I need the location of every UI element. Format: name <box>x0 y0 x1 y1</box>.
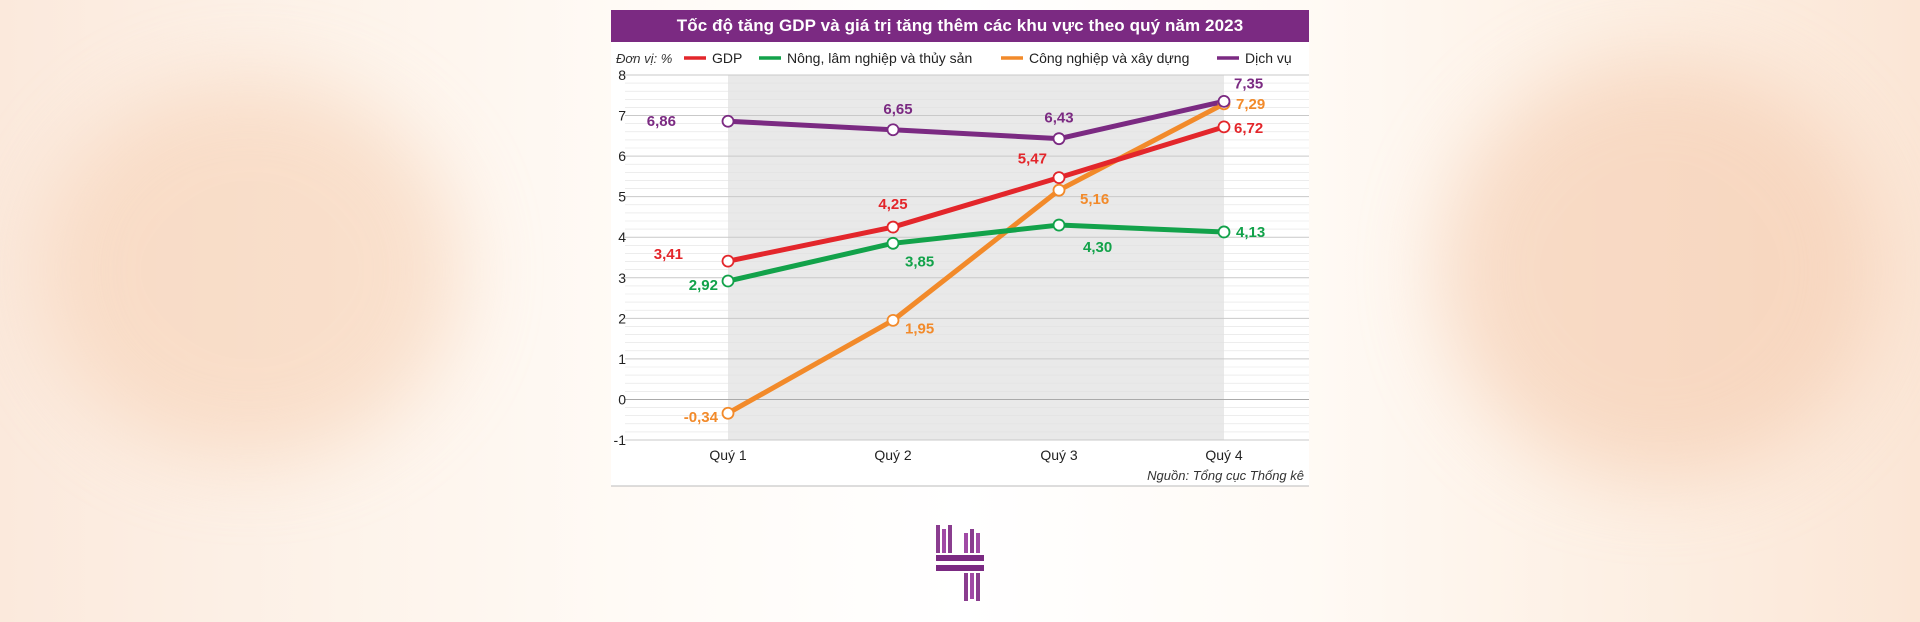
y-axis: -1 0 1 2 3 4 5 6 7 8 <box>614 67 627 448</box>
y-tick-label: -1 <box>614 432 627 448</box>
data-point <box>886 236 900 250</box>
data-label: 2,92 <box>689 277 718 294</box>
y-tick-label: 6 <box>618 148 626 164</box>
data-point <box>1052 183 1066 197</box>
legend-label: Công nghiệp và xây dựng <box>1029 50 1189 66</box>
data-label: 5,47 <box>1018 151 1047 168</box>
legend: GDP Nông, lâm nghiệp và thủy sản Công nghi… <box>684 50 1292 66</box>
data-label: -0,34 <box>684 409 719 426</box>
series-line <box>725 98 1227 142</box>
y-tick-label: 4 <box>618 229 626 245</box>
data-label: 7,35 <box>1234 75 1263 92</box>
data-label: 5,16 <box>1080 191 1109 208</box>
data-point <box>1217 120 1231 134</box>
data-label: 6,72 <box>1234 120 1263 137</box>
data-point <box>886 313 900 327</box>
y-tick-label: 3 <box>618 270 626 286</box>
legend-label: GDP <box>712 50 742 66</box>
data-label: 3,85 <box>905 253 934 270</box>
data-point <box>1217 225 1231 239</box>
x-tick-label: Quý 2 <box>874 447 912 463</box>
data-label: 3,41 <box>654 246 683 263</box>
data-label: 6,65 <box>883 101 912 118</box>
data-point <box>721 114 735 128</box>
data-point <box>721 274 735 288</box>
y-tick-label: 8 <box>618 67 626 83</box>
publisher-logo <box>936 525 984 601</box>
x-tick-label: Quý 1 <box>709 447 747 463</box>
data-label: 6,43 <box>1044 110 1073 127</box>
data-point <box>721 406 735 420</box>
series-layer: 3,41 4,25 5,47 6,72 2,92 3,85 4,30 4,13 -0,34 1,9… <box>647 75 1265 426</box>
series-line <box>725 222 1227 284</box>
unit-label: Đơn vị: % <box>616 51 672 66</box>
source-label: Nguồn: Tổng cục Thống kê <box>1147 468 1304 483</box>
data-point <box>1052 132 1066 146</box>
data-label: 4,13 <box>1236 224 1265 241</box>
grid-layer <box>625 74 1309 441</box>
series-line <box>725 124 1227 264</box>
legend-label: Nông, lâm nghiệp và thủy sản <box>787 50 972 66</box>
y-tick-label: 5 <box>618 189 626 205</box>
y-tick-label: 0 <box>618 391 626 407</box>
data-point <box>1217 94 1231 108</box>
series-line <box>725 101 1227 416</box>
y-tick-label: 7 <box>618 108 626 124</box>
data-label: 6,86 <box>647 113 676 130</box>
data-point <box>886 123 900 137</box>
data-label: 4,30 <box>1083 239 1112 256</box>
data-point <box>886 220 900 234</box>
data-point <box>1052 171 1066 185</box>
x-tick-label: Quý 4 <box>1205 447 1243 463</box>
data-point <box>1052 218 1066 232</box>
chart-title: Tốc độ tăng GDP và giá trị tăng thêm các… <box>611 10 1309 42</box>
data-label: 1,95 <box>905 320 934 337</box>
background-glow-left <box>40 80 460 460</box>
background-glow-right <box>1440 60 1880 480</box>
y-tick-label: 2 <box>618 310 626 326</box>
y-tick-label: 1 <box>618 351 626 367</box>
legend-label: Dịch vụ <box>1245 50 1292 66</box>
data-label: 4,25 <box>878 196 907 213</box>
data-point <box>721 254 735 268</box>
x-axis: Quý 1 Quý 2 Quý 3 Quý 4 <box>709 447 1243 463</box>
x-tick-label: Quý 3 <box>1040 447 1078 463</box>
data-label: 7,29 <box>1236 96 1265 113</box>
